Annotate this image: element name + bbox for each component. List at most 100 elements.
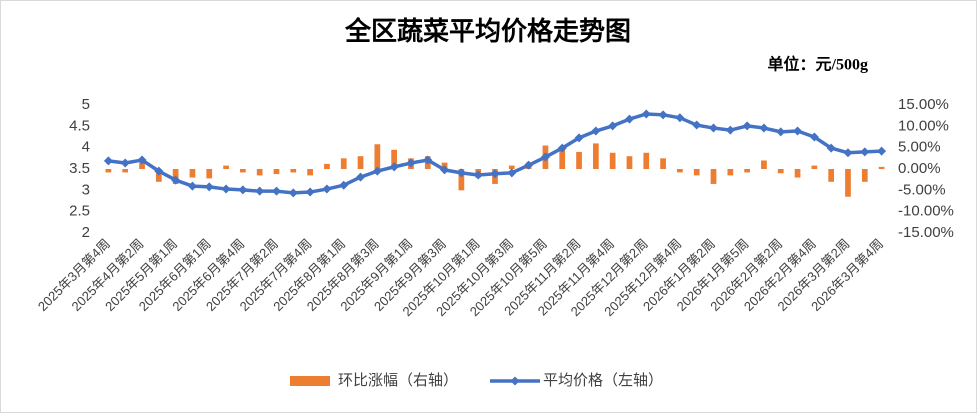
- legend-swatch: [290, 376, 330, 386]
- line-marker: [305, 187, 315, 197]
- line-marker: [271, 186, 281, 196]
- unit-note: 单位：元/500g: [768, 55, 868, 74]
- y2-tick-label: -15.00%: [898, 224, 954, 241]
- bar: [273, 169, 280, 175]
- line-marker: [389, 162, 399, 172]
- bar: [139, 162, 145, 169]
- bar: [811, 165, 818, 169]
- line-marker: [557, 143, 567, 153]
- bar: [744, 169, 750, 173]
- y-tick-label: 2.5: [69, 203, 90, 220]
- line-marker: [473, 170, 483, 180]
- bar: [189, 169, 196, 178]
- line-marker: [826, 143, 836, 153]
- y2-tick-label: 0.00%: [898, 160, 941, 177]
- line-marker: [877, 146, 887, 156]
- bar: [223, 165, 229, 169]
- line-marker: [776, 127, 786, 137]
- line-marker: [423, 155, 433, 165]
- y-tick-label: 3: [82, 181, 90, 198]
- line-marker: [524, 160, 534, 170]
- bar: [861, 169, 868, 182]
- line-marker: [608, 121, 618, 131]
- line-marker: [725, 125, 735, 135]
- line-marker: [843, 148, 853, 158]
- y2-tick-label: -5.00%: [898, 181, 946, 198]
- line-marker: [860, 147, 870, 157]
- line-marker: [658, 110, 668, 120]
- legend-label: 环比涨幅（右轴）: [338, 372, 458, 389]
- line-marker: [154, 166, 164, 176]
- line-marker: [288, 188, 298, 198]
- bar: [777, 169, 784, 174]
- line-marker: [187, 181, 197, 191]
- bar: [357, 156, 364, 169]
- bar: [592, 143, 599, 169]
- bar: [727, 169, 734, 176]
- line-marker: [440, 165, 450, 175]
- bar: [307, 169, 313, 176]
- line-marker: [641, 109, 651, 119]
- line-marker: [692, 120, 702, 130]
- bar: [458, 169, 465, 191]
- bar: [256, 169, 263, 176]
- line-marker: [204, 182, 214, 192]
- y-tick-label: 4.5: [69, 117, 90, 134]
- bar: [660, 158, 666, 169]
- bar: [794, 169, 801, 178]
- line-marker: [809, 132, 819, 142]
- bar: [324, 163, 330, 169]
- line-marker: [456, 168, 466, 178]
- bar: [290, 169, 297, 173]
- y2-tick-label: 15.00%: [898, 96, 949, 113]
- bar: [677, 169, 683, 173]
- bar: [105, 169, 112, 173]
- line-marker: [507, 168, 517, 178]
- bar: [122, 169, 129, 173]
- bar: [508, 165, 515, 169]
- bar: [643, 152, 650, 169]
- bar: [845, 169, 851, 197]
- line-marker: [709, 123, 719, 133]
- line-marker: [759, 123, 769, 133]
- bar: [340, 158, 347, 169]
- line-marker: [339, 180, 349, 190]
- legend-label: 平均价格（左轴）: [543, 372, 663, 389]
- line-marker: [574, 133, 584, 143]
- y2-tick-label: 10.00%: [898, 117, 949, 134]
- line-marker: [540, 152, 550, 162]
- line-marker: [255, 186, 265, 196]
- y-tick-label: 3.5: [69, 160, 90, 177]
- line-marker: [591, 126, 601, 136]
- chart-title: 全区蔬菜平均价格走势图: [344, 16, 631, 46]
- bar: [206, 169, 213, 179]
- bar: [710, 169, 717, 184]
- line-marker: [356, 172, 366, 182]
- bar: [626, 156, 633, 169]
- line-marker: [137, 155, 147, 165]
- bar: [693, 169, 700, 176]
- bar: [761, 160, 767, 169]
- bar: [609, 152, 616, 169]
- y2-tick-label: -10.00%: [898, 203, 954, 220]
- line-marker: [120, 158, 130, 168]
- y-tick-label: 2: [82, 224, 90, 241]
- line-marker: [793, 126, 803, 136]
- bar: [391, 149, 398, 169]
- line-marker: [103, 156, 113, 166]
- y-tick-label: 4: [82, 139, 90, 156]
- line-marker: [742, 121, 752, 131]
- bar: [828, 169, 835, 182]
- line-marker: [624, 114, 634, 124]
- line-marker: [171, 175, 181, 185]
- bar: [878, 166, 885, 169]
- line-marker: [675, 113, 685, 123]
- y-tick-label: 5: [82, 96, 90, 113]
- line-marker: [322, 184, 332, 194]
- bar: [240, 169, 246, 173]
- line-marker: [221, 184, 231, 194]
- line-marker: [490, 169, 500, 179]
- legend-marker: [510, 376, 520, 386]
